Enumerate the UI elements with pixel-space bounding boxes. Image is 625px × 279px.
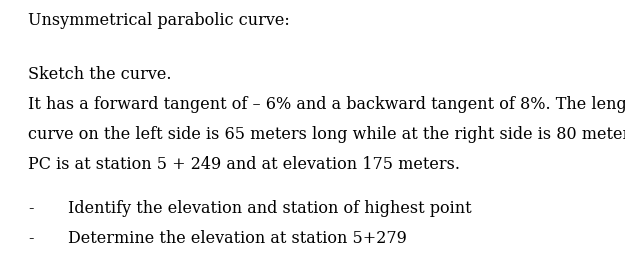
Text: Identify the elevation and station of highest point: Identify the elevation and station of hi…: [68, 200, 472, 217]
Text: Sketch the curve.: Sketch the curve.: [28, 66, 171, 83]
Text: -: -: [28, 200, 34, 217]
Text: Determine the elevation at station 5+279: Determine the elevation at station 5+279: [68, 230, 407, 247]
Text: curve on the left side is 65 meters long while at the right side is 80 meters lo: curve on the left side is 65 meters long…: [28, 126, 625, 143]
Text: Unsymmetrical parabolic curve:: Unsymmetrical parabolic curve:: [28, 12, 290, 29]
Text: -: -: [28, 230, 34, 247]
Text: PC is at station 5 + 249 and at elevation 175 meters.: PC is at station 5 + 249 and at elevatio…: [28, 156, 460, 173]
Text: It has a forward tangent of – 6% and a backward tangent of 8%. The length of the: It has a forward tangent of – 6% and a b…: [28, 96, 625, 113]
